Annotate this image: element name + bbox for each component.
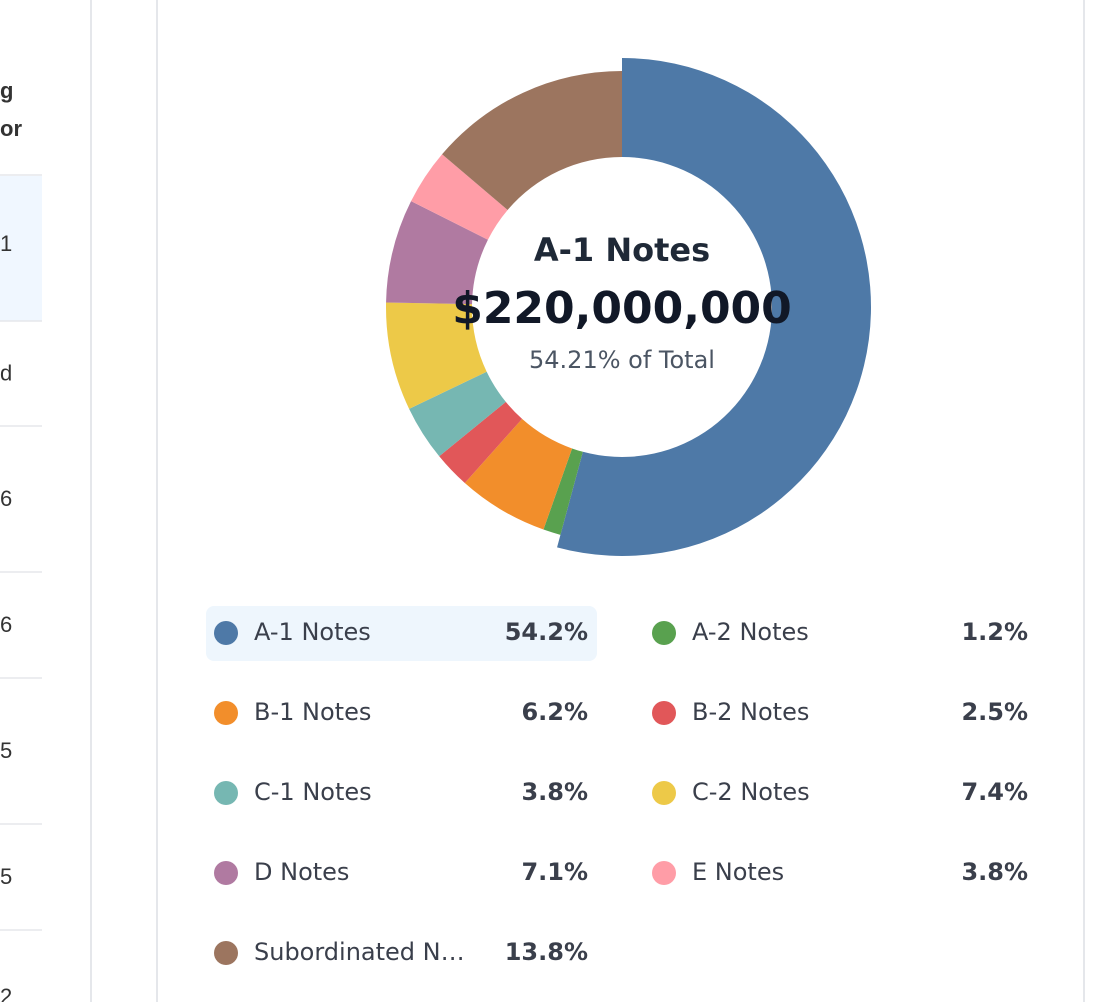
center-subtitle: 54.21% of Total bbox=[529, 346, 715, 374]
donut-slice[interactable] bbox=[409, 371, 506, 457]
donut-slice[interactable] bbox=[543, 448, 583, 535]
legend-value: 3.8% bbox=[961, 858, 1028, 886]
table-cell: 5 bbox=[0, 864, 12, 889]
table: 1 d 6 6 5 5 2 g or bbox=[0, 78, 42, 1002]
legend-highlight bbox=[206, 606, 597, 661]
legend-value: 54.2% bbox=[505, 618, 588, 646]
donut-chart bbox=[386, 58, 872, 556]
center-value: $220,000,000 bbox=[452, 283, 792, 334]
legend-label[interactable]: D Notes bbox=[254, 858, 349, 886]
donut-slice[interactable] bbox=[464, 418, 573, 530]
donut-slice[interactable] bbox=[386, 201, 488, 305]
legend-dot bbox=[652, 781, 676, 805]
center-title: A-1 Notes bbox=[534, 231, 710, 269]
legend-dot bbox=[652, 621, 676, 645]
donut-slice[interactable] bbox=[411, 154, 508, 240]
legend: A-1 Notes 54.2% A-2 Notes 1.2% B-1 Notes 6.2%… bbox=[206, 606, 1028, 966]
table-cell: 5 bbox=[0, 738, 12, 763]
legend-label[interactable]: B-1 Notes bbox=[254, 698, 371, 726]
donut-slice[interactable] bbox=[442, 71, 622, 210]
table-cell: d bbox=[0, 360, 12, 385]
donut-slice[interactable] bbox=[439, 401, 523, 484]
row-highlight bbox=[0, 176, 42, 321]
legend-dot bbox=[214, 621, 238, 645]
legend-dot bbox=[214, 701, 238, 725]
legend-label[interactable]: Subordinated N… bbox=[254, 938, 465, 966]
table-cell: 1 bbox=[0, 231, 12, 256]
donut-slice[interactable] bbox=[386, 302, 487, 409]
legend-value: 13.8% bbox=[505, 938, 588, 966]
legend-value: 7.1% bbox=[521, 858, 588, 886]
table-header: or bbox=[0, 116, 22, 141]
legend-label[interactable]: C-1 Notes bbox=[254, 778, 372, 806]
table-cell: 6 bbox=[0, 486, 12, 511]
legend-label[interactable]: A-2 Notes bbox=[692, 618, 809, 646]
legend-label[interactable]: C-2 Notes bbox=[692, 778, 810, 806]
legend-value: 3.8% bbox=[521, 778, 588, 806]
table-cell: 2 bbox=[0, 984, 12, 1002]
legend-dot bbox=[652, 861, 676, 885]
legend-dot bbox=[214, 861, 238, 885]
legend-dot bbox=[214, 781, 238, 805]
legend-dot bbox=[652, 701, 676, 725]
legend-label[interactable]: E Notes bbox=[692, 858, 784, 886]
table-header: g bbox=[0, 78, 13, 103]
legend-label[interactable]: A-1 Notes bbox=[254, 618, 371, 646]
donut-slice[interactable] bbox=[557, 58, 872, 556]
legend-value: 6.2% bbox=[521, 698, 588, 726]
legend-value: 1.2% bbox=[961, 618, 1028, 646]
legend-dot bbox=[214, 941, 238, 965]
legend-value: 7.4% bbox=[961, 778, 1028, 806]
legend-value: 2.5% bbox=[961, 698, 1028, 726]
legend-label[interactable]: B-2 Notes bbox=[692, 698, 809, 726]
table-cell: 6 bbox=[0, 612, 12, 637]
